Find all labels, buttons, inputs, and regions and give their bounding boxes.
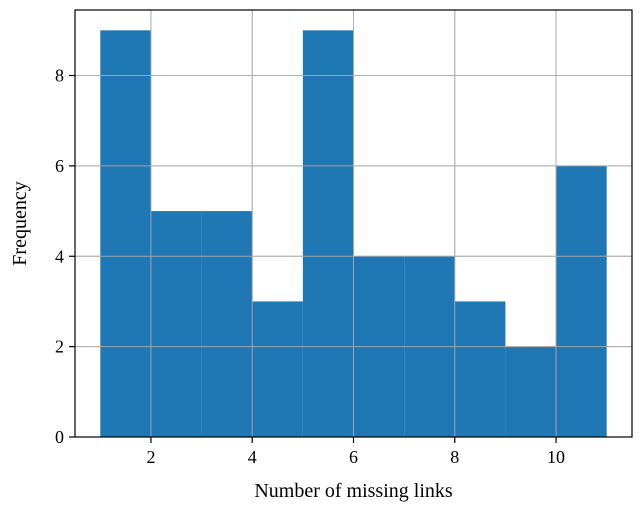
histogram-bar — [150, 211, 202, 437]
y-tick-label: 6 — [55, 156, 64, 176]
histogram-bar — [556, 165, 607, 437]
y-tick-label: 8 — [55, 66, 64, 86]
histogram-bar — [100, 30, 151, 437]
histogram-bar — [201, 211, 253, 437]
histogram-bar — [252, 301, 303, 437]
y-axis-label: Frequency — [9, 181, 31, 265]
x-axis-ticks: 2 4 6 8 10 — [146, 437, 565, 467]
x-tick-label: 8 — [450, 447, 459, 467]
grid-lines-overlay — [75, 10, 632, 438]
x-tick-label: 6 — [349, 447, 358, 467]
x-tick-label: 10 — [547, 447, 565, 467]
x-axis-label: Number of missing links — [254, 480, 453, 502]
y-axis-ticks: 0 2 4 6 8 — [55, 66, 75, 447]
y-tick-label: 0 — [55, 427, 64, 447]
x-tick-label: 4 — [248, 447, 257, 467]
y-tick-label: 2 — [55, 337, 64, 357]
x-tick-label: 2 — [146, 447, 155, 467]
histogram-bar — [505, 346, 557, 437]
histogram-bar — [454, 301, 506, 437]
histogram-bar — [302, 30, 354, 437]
y-tick-label: 4 — [55, 246, 64, 266]
histogram-bars — [100, 30, 607, 437]
